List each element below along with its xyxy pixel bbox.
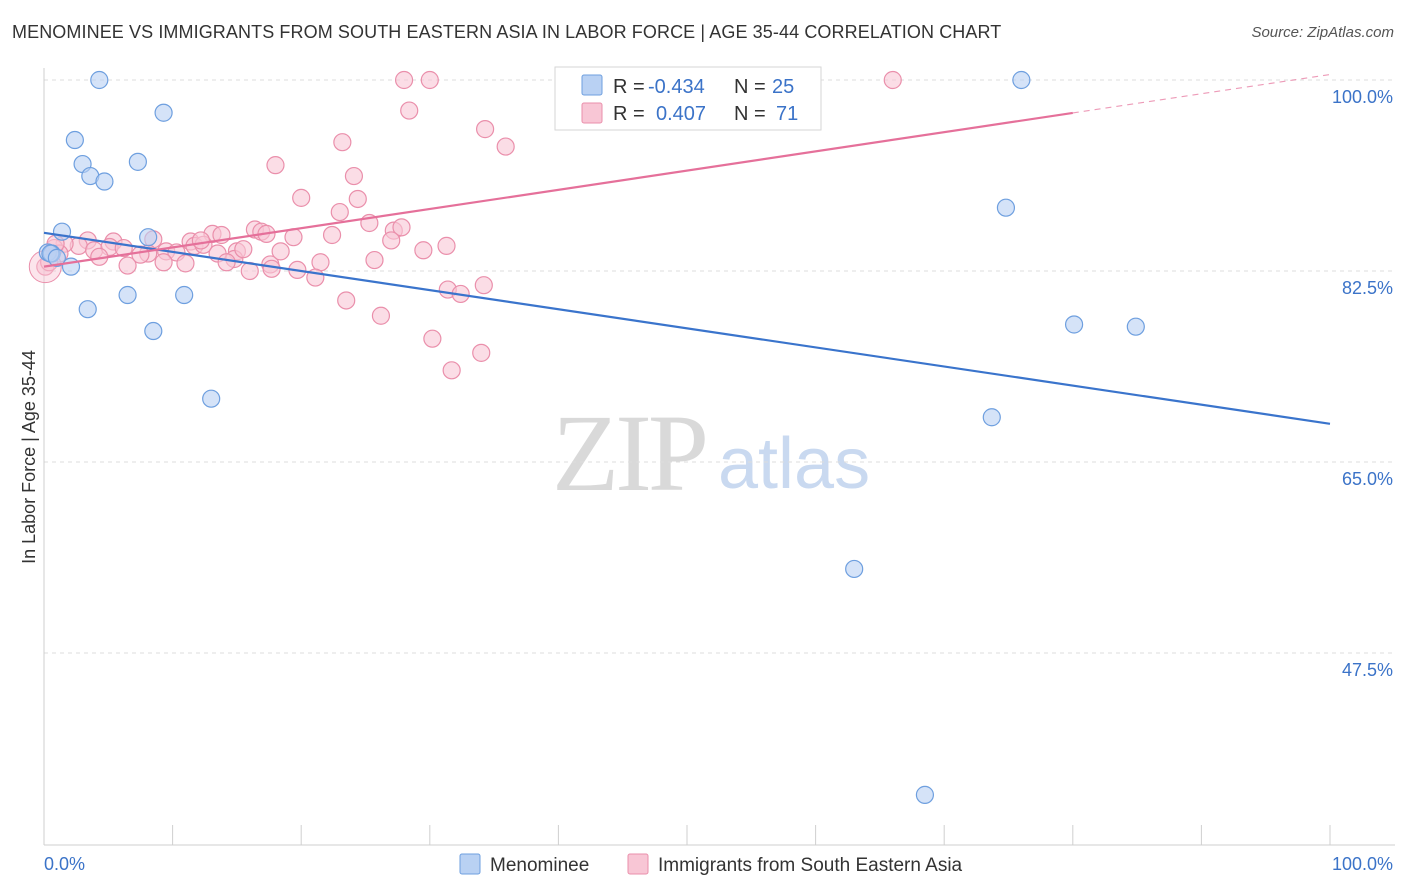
- trend-line-blue: [43, 231, 1331, 425]
- data-point: [330, 202, 349, 222]
- stats-pink-n-label: N =: [734, 103, 766, 125]
- y-tick-label: 65.0%: [1342, 469, 1393, 489]
- data-point: [154, 103, 173, 122]
- data-point: [47, 248, 66, 268]
- data-point: [292, 188, 311, 207]
- data-point: [128, 152, 147, 171]
- y-tick-label: 100.0%: [1332, 87, 1393, 107]
- data-point: [437, 236, 456, 255]
- data-point: [217, 253, 236, 272]
- data-point: [1012, 70, 1031, 90]
- data-point: [1126, 317, 1145, 336]
- data-point: [382, 231, 401, 250]
- y-tick-label: 82.5%: [1342, 278, 1393, 298]
- data-point: [95, 172, 114, 191]
- data-point: [154, 253, 173, 272]
- data-point: [344, 166, 364, 186]
- data-point: [65, 130, 84, 150]
- y-tick-label: 47.5%: [1342, 660, 1393, 680]
- series-pink-points: [28, 70, 902, 380]
- trend-line-pink: [43, 111, 1073, 268]
- data-point: [982, 408, 1001, 427]
- data-point: [414, 241, 433, 260]
- data-point: [845, 559, 864, 579]
- stats-blue-n-value: 25: [772, 76, 794, 98]
- data-point: [266, 156, 285, 175]
- legend-pink-label: Immigrants from South Eastern Asia: [658, 855, 963, 876]
- data-point: [139, 228, 158, 247]
- source-credit: Source: ZipAtlas.com: [1251, 24, 1394, 41]
- x-tick-label-min: 0.0%: [44, 854, 85, 874]
- chart-title: MENOMINEE VS IMMIGRANTS FROM SOUTH EASTE…: [12, 22, 1002, 42]
- data-point: [474, 276, 493, 295]
- stats-pink-r-label: R =: [613, 103, 645, 125]
- bottom-legend: Menominee Immigrants from South Eastern …: [459, 853, 963, 876]
- watermark-atlas: atlas: [718, 424, 870, 504]
- data-point: [400, 101, 419, 120]
- data-point: [90, 70, 109, 90]
- data-point: [52, 222, 72, 241]
- stats-pink-r-value: 0.407: [656, 103, 706, 125]
- data-point: [1064, 315, 1084, 334]
- stats-blue-swatch: [581, 74, 603, 96]
- data-point: [234, 240, 253, 259]
- stats-blue-r-label: R =: [613, 76, 645, 98]
- legend-pink-swatch: [627, 853, 649, 875]
- data-point: [420, 70, 439, 90]
- data-point: [118, 256, 137, 275]
- data-point: [271, 242, 290, 261]
- data-point: [915, 785, 935, 804]
- data-point: [118, 285, 137, 305]
- data-point: [496, 137, 515, 156]
- data-point: [423, 329, 442, 348]
- stats-legend: R = -0.434 N = 25 R = 0.407 N = 71: [554, 66, 822, 131]
- x-axis-ticks: [43, 825, 1331, 845]
- data-point: [175, 285, 194, 305]
- watermark-zip: ZIP: [552, 392, 705, 514]
- stats-pink-n-value: 71: [776, 103, 798, 125]
- data-point: [202, 389, 221, 408]
- data-point: [144, 321, 163, 341]
- data-point: [394, 70, 414, 90]
- data-point: [442, 361, 461, 380]
- y-axis-labels: 100.0% 82.5% 65.0% 47.5%: [1332, 87, 1393, 680]
- trend-lines: [43, 73, 1331, 425]
- data-point: [262, 259, 281, 278]
- data-point: [333, 133, 352, 152]
- data-point: [392, 218, 411, 237]
- data-point: [78, 300, 97, 319]
- data-point: [996, 198, 1016, 217]
- y-axis-title: In Labor Force | Age 35-44: [19, 350, 39, 564]
- data-point: [176, 254, 195, 273]
- data-point: [365, 250, 384, 270]
- data-point: [311, 253, 330, 272]
- data-point: [322, 225, 342, 245]
- series-blue-points: [38, 70, 1145, 804]
- legend-blue-swatch: [459, 853, 481, 875]
- stats-pink-swatch: [581, 102, 603, 124]
- data-point: [337, 291, 356, 310]
- stats-blue-r-value: -0.434: [648, 76, 705, 98]
- data-point: [472, 343, 491, 362]
- data-point: [348, 189, 367, 209]
- data-point: [475, 120, 495, 139]
- x-tick-label-max: 100.0%: [1332, 854, 1393, 874]
- data-point: [371, 306, 391, 325]
- data-point: [191, 231, 210, 250]
- legend-blue-label: Menominee: [490, 855, 589, 876]
- watermark: ZIP atlas: [552, 392, 870, 514]
- data-point: [883, 70, 902, 90]
- stats-blue-n-label: N =: [734, 76, 766, 98]
